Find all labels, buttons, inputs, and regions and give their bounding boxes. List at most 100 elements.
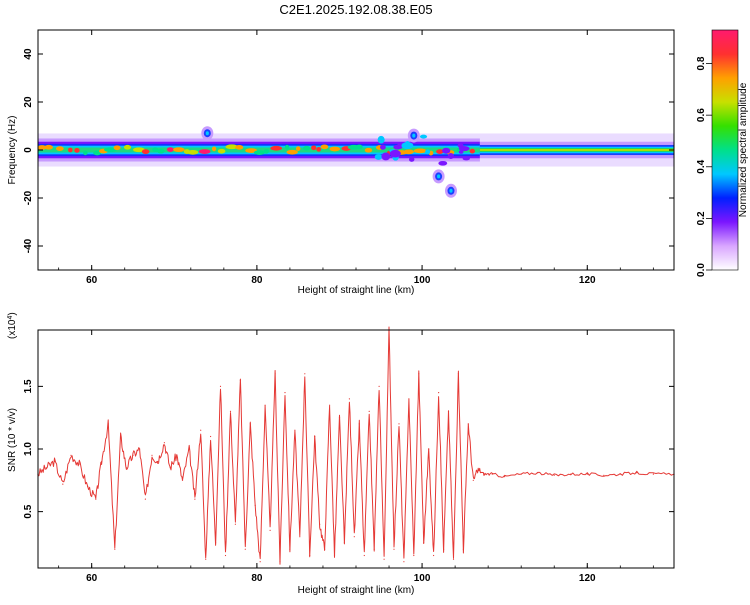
spectrogram-scatter	[447, 153, 454, 159]
snr-data-point	[343, 542, 345, 544]
snr-data-point	[423, 542, 425, 544]
snr-data-point	[586, 473, 588, 475]
snr-y-tick-label: 1.5	[23, 379, 34, 393]
spectrogram-scatter	[425, 149, 431, 155]
steady-band-core	[479, 149, 674, 151]
spectrogram-blob	[173, 147, 185, 153]
snr-x-tick-label: 80	[251, 573, 263, 584]
snr-data-point	[151, 454, 153, 456]
spectrogram-y-tick-label: 0	[23, 147, 34, 153]
spectrogram-x-ticks: 60 80 100 120	[58, 30, 654, 286]
chart-title: C2E1.2025.192.08.38.E05	[279, 2, 432, 17]
snr-data-point	[139, 448, 141, 450]
spectrogram-blob	[286, 149, 298, 155]
snr-data-point	[53, 460, 56, 463]
snr-data-point	[619, 473, 621, 475]
spectrogram-scatter	[419, 134, 428, 139]
spectrogram-feature-center	[449, 188, 453, 193]
snr-data-point	[244, 548, 246, 550]
snr-data-point	[447, 410, 450, 412]
spectrogram-blob	[303, 145, 311, 151]
spectrogram-scatter	[380, 144, 386, 150]
snr-data-point	[363, 554, 365, 557]
spectrogram-blob	[74, 148, 80, 153]
snr-data-point	[181, 479, 184, 481]
spectrogram-y-tick-label: 20	[23, 96, 34, 108]
spectrogram-scatter	[408, 157, 415, 162]
spectrogram-scatter	[381, 152, 391, 161]
snr-data-point	[403, 561, 405, 563]
snr-data-point	[491, 473, 493, 475]
snr-x-tick-label: 120	[579, 573, 596, 584]
spectrogram-blob	[104, 147, 117, 153]
spectrogram-scatter	[374, 154, 383, 160]
snr-data-point	[537, 472, 539, 474]
colorbar-label: Normalized spectral amplitude	[738, 82, 749, 217]
snr-data-point	[504, 476, 506, 478]
spectrogram-blob	[133, 147, 145, 153]
snr-data-point	[259, 561, 261, 563]
spectrogram-blob	[217, 148, 226, 154]
spectrogram-blob	[152, 147, 159, 153]
snr-data-point	[163, 442, 165, 444]
snr-points	[37, 329, 675, 563]
spectrogram-scatter	[457, 143, 464, 148]
snr-data-point	[520, 473, 522, 475]
snr-data-point	[636, 472, 638, 474]
snr-data-point	[428, 448, 430, 450]
spectrogram-blob	[329, 146, 341, 152]
spectrogram-blob	[166, 147, 174, 152]
snr-data-point	[309, 554, 311, 557]
spectrogram-feature-center	[205, 131, 209, 136]
spectrogram-blob	[355, 144, 363, 150]
snr-y-axis-title: SNR (10 * v/v)	[7, 408, 18, 472]
colorbar-tick-label: 0.2	[696, 211, 707, 225]
spectrogram-blob	[83, 150, 88, 156]
snr-data-point	[219, 385, 222, 387]
snr-data-point	[652, 473, 655, 475]
snr-data-point	[570, 473, 572, 475]
snr-data-point	[483, 473, 485, 475]
spectrogram-blob	[364, 147, 373, 153]
snr-data-point	[70, 454, 72, 456]
snr-data-point	[125, 467, 127, 469]
spectrogram-blob	[44, 144, 53, 150]
snr-data-point	[467, 423, 469, 425]
spectrogram-blob	[56, 146, 64, 151]
snr-data-point	[101, 460, 103, 463]
snr-data-point	[294, 429, 296, 431]
snr-data-point	[408, 398, 410, 400]
snr-data-point	[249, 423, 251, 425]
snr-data-point	[215, 542, 217, 544]
spectrogram-layer	[37, 126, 674, 198]
snr-data-point	[553, 474, 555, 476]
colorbar-tick-label: 0.4	[696, 159, 707, 173]
spectrogram-blob	[295, 146, 301, 151]
spectrogram-scatter	[397, 142, 404, 149]
snr-data-point	[462, 548, 464, 550]
spectrogram-blob	[67, 147, 73, 153]
snr-data-point	[194, 498, 196, 500]
spectrogram-blob	[113, 145, 121, 151]
snr-x-ticks: 60 80 100 120	[58, 330, 654, 584]
snr-data-point	[333, 554, 336, 557]
snr-data-point	[120, 435, 122, 438]
snr-data-point	[383, 558, 385, 560]
spectrogram-scatter	[438, 160, 448, 166]
spectrogram-x-axis-title: Height of straight line (km)	[298, 285, 415, 296]
spectrogram-x-tick-label: 80	[251, 275, 263, 286]
spectrogram-blob	[436, 149, 444, 155]
spectrogram-blob	[187, 149, 199, 155]
snr-data-point	[393, 548, 395, 550]
snr-y-ticks: 0.5 1.0 1.5	[23, 379, 674, 519]
snr-data-point	[229, 410, 232, 412]
snr-x-axis-title: Height of straight line (km)	[298, 585, 415, 596]
snr-data-point	[210, 435, 212, 438]
spectrogram-scatter	[462, 157, 470, 161]
snr-data-point	[304, 373, 306, 375]
snr-data-point	[324, 548, 326, 550]
snr-data-point	[188, 448, 190, 450]
spectrogram-y-ticks: 40 20 0 -20 -40	[23, 48, 674, 253]
snr-data-point	[433, 554, 435, 557]
